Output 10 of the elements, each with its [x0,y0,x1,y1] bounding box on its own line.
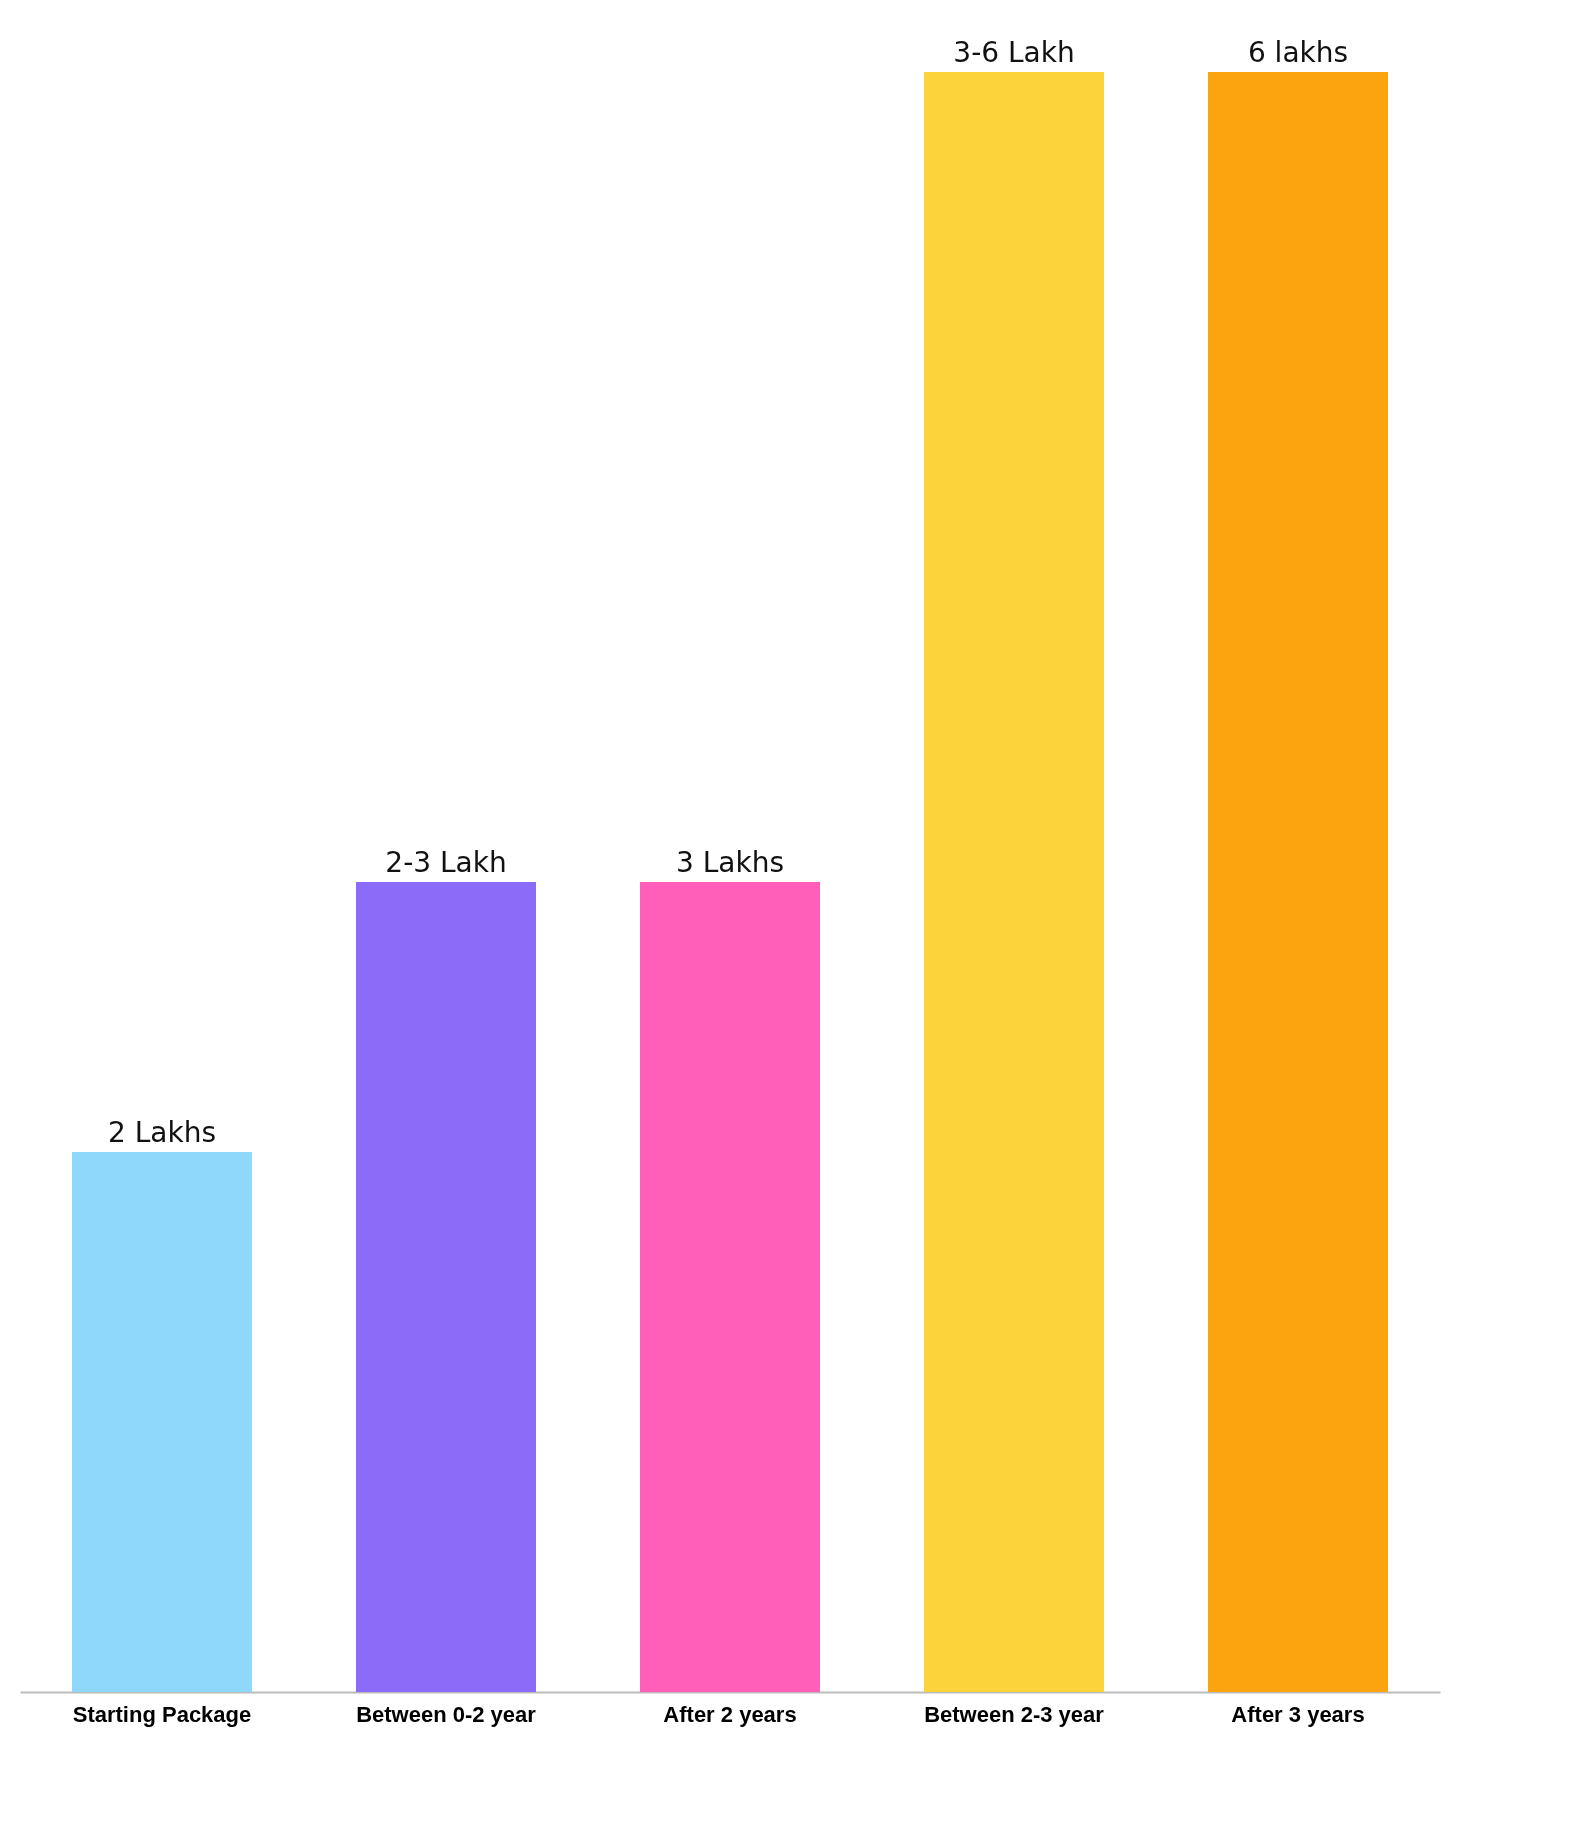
data-label: 2 Lakhs [107,1116,217,1149]
x-tick-label: Between 2-3 year [924,1701,1105,1727]
x-tick-label: After 2 years [663,1701,797,1727]
data-label: 2-3 Lakh [385,846,507,879]
data-label: 3 Lakhs [675,846,785,879]
x-tick-label: After 3 years [1231,1701,1365,1727]
x-tick-label: Starting Package [72,1701,252,1727]
x-tick-label: Between 0-2 year [356,1701,537,1727]
data-label: 3-6 Lakh [953,36,1075,69]
data-label: 6 lakhs [1247,36,1349,69]
